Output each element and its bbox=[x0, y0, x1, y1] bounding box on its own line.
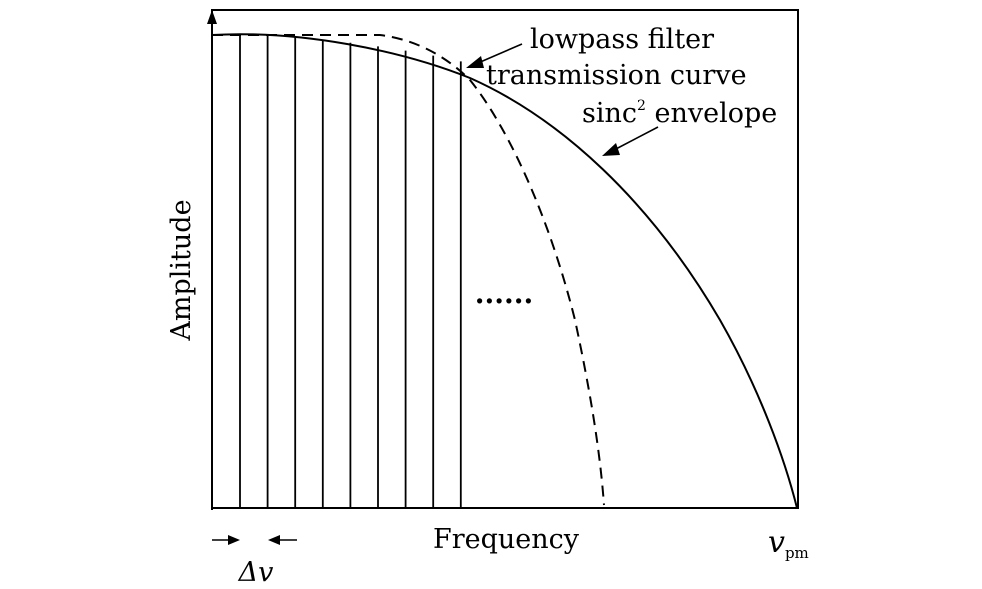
spacing-arrowhead-right bbox=[268, 535, 280, 545]
y-axis-label: Amplitude bbox=[166, 199, 197, 341]
envelope-pointer-arrowhead bbox=[602, 143, 620, 156]
ellipsis: ...... bbox=[475, 277, 534, 310]
envelope-label-rest: envelope bbox=[646, 98, 777, 129]
x-end-label: vpm bbox=[768, 525, 809, 562]
filter-pointer-line bbox=[477, 43, 523, 64]
delta-v-label: Δv bbox=[238, 557, 274, 588]
x-end-subscript: pm bbox=[785, 544, 809, 562]
envelope-label: sinc2 envelope bbox=[582, 98, 777, 129]
envelope-label-sup: 2 bbox=[637, 98, 646, 114]
lowpass-filter-curve bbox=[212, 34, 605, 506]
filter-pointer-arrowhead bbox=[466, 56, 484, 68]
comb-lines bbox=[239, 35, 462, 508]
envelope-pointer-line bbox=[613, 126, 659, 151]
x-end-symbol: v bbox=[768, 525, 785, 560]
filter-label-line1: lowpass filter bbox=[530, 24, 714, 55]
y-axis-arrowhead bbox=[207, 10, 217, 24]
spacing-arrowhead-left bbox=[228, 535, 240, 545]
x-axis-label: Frequency bbox=[433, 524, 580, 555]
filter-label-line2: transmission curve bbox=[486, 60, 747, 91]
sinc2-envelope-curve bbox=[211, 33, 798, 509]
envelope-label-base: sinc bbox=[582, 98, 637, 129]
